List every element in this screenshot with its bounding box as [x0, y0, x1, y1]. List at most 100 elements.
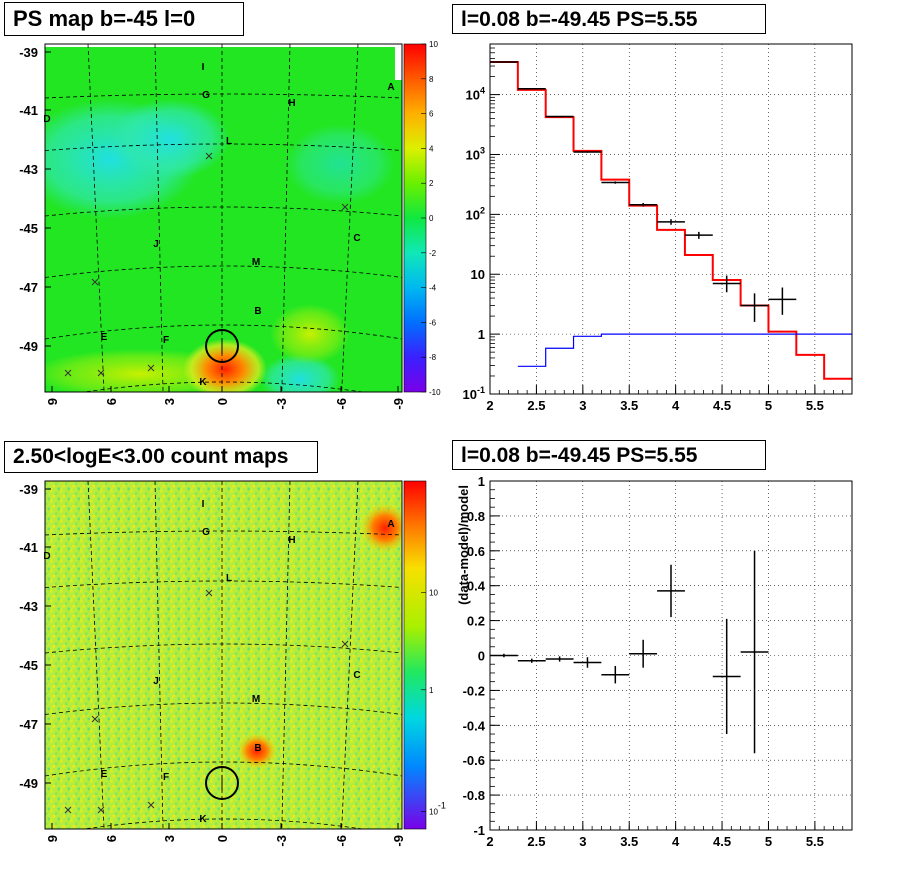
palette-tick-label: -6: [429, 318, 437, 327]
data-point: [545, 115, 574, 118]
x-tick-label: 4: [672, 398, 680, 413]
data-point: [517, 88, 546, 90]
source-label-e: E: [101, 332, 108, 343]
x-tick-label: 5.5: [806, 398, 824, 413]
color-palette: [403, 480, 427, 830]
x-tick-label: 4.5: [713, 398, 731, 413]
hotspot: [237, 733, 277, 769]
latitude-gridline: [45, 265, 402, 278]
map-edge-mask: [395, 44, 402, 80]
source-label-m: M: [252, 694, 260, 705]
latitude-gridline: [45, 324, 402, 340]
source-cross-marker: [91, 715, 99, 723]
data-point: [601, 181, 630, 184]
longitude-gridline: [154, 44, 164, 392]
data-point: [657, 219, 685, 225]
source-label-d: D: [43, 114, 50, 125]
palette-tick-label: 1: [429, 686, 434, 695]
source-label-c: C: [353, 233, 360, 244]
palette-tick-label: -10: [429, 388, 441, 397]
map-edge-mask: [45, 44, 402, 47]
hotspot: [360, 503, 402, 553]
palette-tick-label: 10: [429, 40, 438, 49]
latitude-gridline: [45, 93, 402, 99]
map-x-tick-label: -3: [274, 835, 289, 847]
y-tick-label: 1: [478, 327, 485, 342]
source-label-l: L: [226, 136, 232, 147]
y-tick-label: 103: [466, 145, 485, 162]
longitude-gridline: [154, 481, 164, 829]
longitude-gridline: [341, 44, 359, 392]
map-x-tick-label: 0: [215, 835, 230, 842]
residual-point: [601, 665, 630, 684]
latitude-gridline: [81, 381, 366, 392]
map-background: [45, 481, 402, 829]
source-label-g: G: [202, 90, 210, 101]
cool-region: [110, 99, 230, 179]
y-tick-label: -0.2: [463, 683, 485, 698]
map-x-tick-label: -9: [391, 835, 406, 847]
latitude-gridline: [45, 530, 402, 536]
map-y-tick-label: -49: [19, 776, 38, 791]
source-cross-marker: [64, 806, 72, 814]
source-cross-marker: [341, 203, 349, 211]
source-label-a: A: [387, 82, 394, 93]
warm-region: [270, 304, 350, 364]
residual-point: [517, 658, 546, 663]
residual-title: l=0.08 b=-49.45 PS=5.55: [452, 440, 766, 470]
map-y-tick-label: -47: [19, 717, 38, 732]
longitude-gridline: [87, 44, 105, 392]
y-axis-label: (data-model)/model: [456, 485, 471, 605]
map-y-tick-label: -45: [19, 658, 38, 673]
x-tick-label: 3.5: [620, 398, 638, 413]
data-point: [684, 231, 713, 239]
source-cross-marker: [341, 640, 349, 648]
map-x-tick-label: -6: [334, 398, 349, 410]
map-x-tick-label: 9: [45, 398, 60, 405]
x-tick-label: 2.5: [527, 834, 545, 849]
data-point: [740, 293, 769, 322]
latitude-gridline: [45, 702, 402, 715]
map-y-tick-label: -39: [19, 482, 38, 497]
x-tick-label: 2: [486, 398, 493, 413]
data-point: [629, 202, 658, 207]
y-tick-label: 10-1: [463, 385, 485, 402]
x-tick-label: 2.5: [527, 398, 545, 413]
source-label-b: B: [254, 743, 261, 754]
source-label-g: G: [202, 527, 210, 538]
map-x-tick-label: 3: [162, 835, 177, 842]
residual-point: [629, 639, 658, 668]
source-cross-marker: [147, 801, 155, 809]
source-cross-marker: [91, 278, 99, 286]
map-y-tick-label: -49: [19, 339, 38, 354]
source-label-k: K: [199, 814, 207, 825]
spectrum-title: l=0.08 b=-49.45 PS=5.55: [452, 4, 766, 34]
x-tick-label: 3.5: [620, 834, 638, 849]
y-tick-label: 0.8: [467, 509, 485, 524]
map-y-tick-label: -47: [19, 280, 38, 295]
map-image: [45, 44, 402, 392]
source-label-e: E: [101, 769, 108, 780]
count-map-title: 2.50<logE<3.00 count maps: [4, 441, 318, 473]
x-tick-label: 5: [765, 834, 772, 849]
data-point: [712, 275, 741, 293]
map-x-tick-label: 0: [215, 398, 230, 405]
y-tick-label: 0.6: [467, 544, 485, 559]
latitude-gridline: [45, 761, 402, 777]
target-circle: [205, 329, 239, 363]
cool-region: [285, 124, 395, 204]
longitude-gridline: [87, 481, 105, 829]
source-label-j: J: [153, 676, 159, 687]
source-label-i: I: [202, 62, 205, 73]
map-y-tick-label: -39: [19, 45, 38, 60]
palette-tick-label: -2: [429, 249, 437, 258]
data-point: [768, 287, 797, 315]
latitude-gridline: [45, 143, 402, 151]
y-tick-label: 0.4: [467, 579, 486, 594]
residual-point: [545, 656, 574, 662]
target-circle: [205, 766, 239, 800]
palette-tick-label: 6: [429, 110, 434, 119]
y-tick-label: -0.8: [463, 788, 485, 803]
map-x-tick-label: 6: [104, 835, 119, 842]
